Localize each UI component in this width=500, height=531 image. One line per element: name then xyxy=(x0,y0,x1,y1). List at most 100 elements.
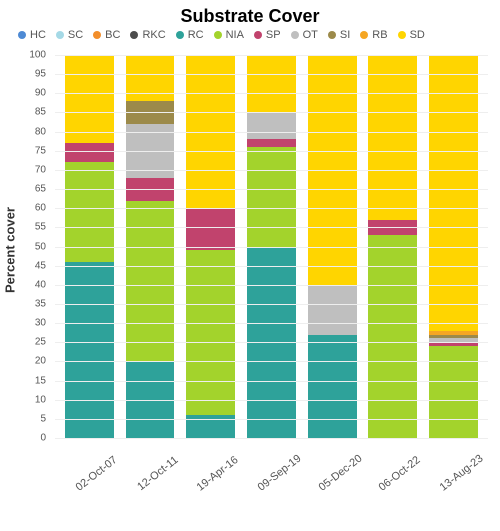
legend-item: NIA xyxy=(214,29,244,41)
grid-line xyxy=(55,208,488,209)
y-tick-label: 25 xyxy=(35,337,46,348)
grid-line xyxy=(55,400,488,401)
legend-item: SD xyxy=(398,29,425,41)
bar-segment-sp xyxy=(65,143,114,162)
legend-item: RB xyxy=(360,29,387,41)
y-tick-label: 5 xyxy=(40,413,46,424)
legend-label: SI xyxy=(340,29,350,41)
bar-segment-sp xyxy=(186,208,235,250)
legend: HC SC BC RKC RC NIA SP OT SI RB SD xyxy=(0,27,500,45)
x-tick-label: 02-Oct-07 xyxy=(74,454,149,531)
bar-segment-ot xyxy=(308,285,357,335)
bar-segment-nia xyxy=(429,346,478,438)
y-tick-label: 45 xyxy=(35,260,46,271)
y-tick-label: 100 xyxy=(29,50,46,61)
legend-label: SP xyxy=(266,29,281,41)
legend-item: SI xyxy=(328,29,350,41)
grid-line xyxy=(55,304,488,305)
x-tick-label: 13-Aug-23 xyxy=(438,454,500,531)
legend-label: HC xyxy=(30,29,46,41)
y-tick-label: 40 xyxy=(35,279,46,290)
grid-line xyxy=(55,112,488,113)
grid-line xyxy=(55,438,488,439)
y-tick-label: 0 xyxy=(40,433,46,444)
legend-label: SC xyxy=(68,29,83,41)
chart-plot-area xyxy=(55,55,488,438)
legend-label: RC xyxy=(188,29,204,41)
y-tick-label: 10 xyxy=(35,394,46,405)
y-tick-label: 60 xyxy=(35,203,46,214)
bar-segment-rc xyxy=(308,335,357,438)
legend-item: BC xyxy=(93,29,120,41)
grid-line xyxy=(55,55,488,56)
x-tick-label: 09-Sep-19 xyxy=(256,454,331,531)
y-tick-label: 50 xyxy=(35,241,46,252)
legend-label: RKC xyxy=(142,29,165,41)
legend-item: SC xyxy=(56,29,83,41)
legend-item: HC xyxy=(18,29,46,41)
legend-dot-icon xyxy=(328,31,336,39)
legend-dot-icon xyxy=(18,31,26,39)
bar-segment-rc xyxy=(65,262,114,438)
bar-segment-sd xyxy=(368,55,417,220)
chart-title: Substrate Cover xyxy=(0,0,500,27)
grid-line xyxy=(55,151,488,152)
legend-dot-icon xyxy=(56,31,64,39)
grid-line xyxy=(55,381,488,382)
grid-line xyxy=(55,419,488,420)
grid-line xyxy=(55,93,488,94)
legend-dot-icon xyxy=(254,31,262,39)
legend-dot-icon xyxy=(93,31,101,39)
legend-label: RB xyxy=(372,29,387,41)
legend-dot-icon xyxy=(360,31,368,39)
bar-segment-sd xyxy=(65,55,114,143)
grid-line xyxy=(55,342,488,343)
legend-item: RC xyxy=(176,29,204,41)
bar-segment-nia xyxy=(186,250,235,415)
grid-line xyxy=(55,189,488,190)
legend-dot-icon xyxy=(130,31,138,39)
grid-line xyxy=(55,170,488,171)
y-tick-label: 20 xyxy=(35,356,46,367)
bar-segment-sp xyxy=(247,139,296,147)
x-axis-ticks: 02-Oct-0712-Oct-1119-Apr-1609-Sep-1905-D… xyxy=(55,440,488,500)
legend-label: SD xyxy=(410,29,425,41)
bar-segment-ot xyxy=(247,112,296,139)
legend-dot-icon xyxy=(398,31,406,39)
grid-line xyxy=(55,323,488,324)
legend-item: SP xyxy=(254,29,281,41)
y-axis-ticks: 0510152025303540455055606570758085909510… xyxy=(0,55,52,438)
grid-line xyxy=(55,74,488,75)
x-tick-label: 12-Oct-11 xyxy=(134,454,209,531)
legend-label: OT xyxy=(303,29,318,41)
y-tick-label: 30 xyxy=(35,318,46,329)
bar-segment-nia xyxy=(126,201,175,362)
y-tick-label: 75 xyxy=(35,145,46,156)
bar-segment-nia xyxy=(247,147,296,247)
legend-item: OT xyxy=(291,29,318,41)
legend-label: BC xyxy=(105,29,120,41)
legend-dot-icon xyxy=(214,31,222,39)
grid-line xyxy=(55,247,488,248)
y-tick-label: 15 xyxy=(35,375,46,386)
y-tick-label: 65 xyxy=(35,184,46,195)
y-tick-label: 55 xyxy=(35,222,46,233)
x-tick-label: 19-Apr-16 xyxy=(195,454,270,531)
legend-item: RKC xyxy=(130,29,165,41)
x-tick-label: 05-Dec-20 xyxy=(316,454,391,531)
grid-line xyxy=(55,285,488,286)
x-tick-label: 06-Oct-22 xyxy=(377,454,452,531)
y-tick-label: 95 xyxy=(35,69,46,80)
y-tick-label: 70 xyxy=(35,164,46,175)
grid-line xyxy=(55,132,488,133)
y-tick-label: 80 xyxy=(35,126,46,137)
grid-line xyxy=(55,266,488,267)
y-tick-label: 35 xyxy=(35,298,46,309)
grid-line xyxy=(55,227,488,228)
legend-label: NIA xyxy=(226,29,244,41)
legend-dot-icon xyxy=(176,31,184,39)
y-tick-label: 85 xyxy=(35,107,46,118)
bar-segment-sd xyxy=(429,55,478,331)
bar-segment-sd xyxy=(247,55,296,112)
grid-line xyxy=(55,361,488,362)
